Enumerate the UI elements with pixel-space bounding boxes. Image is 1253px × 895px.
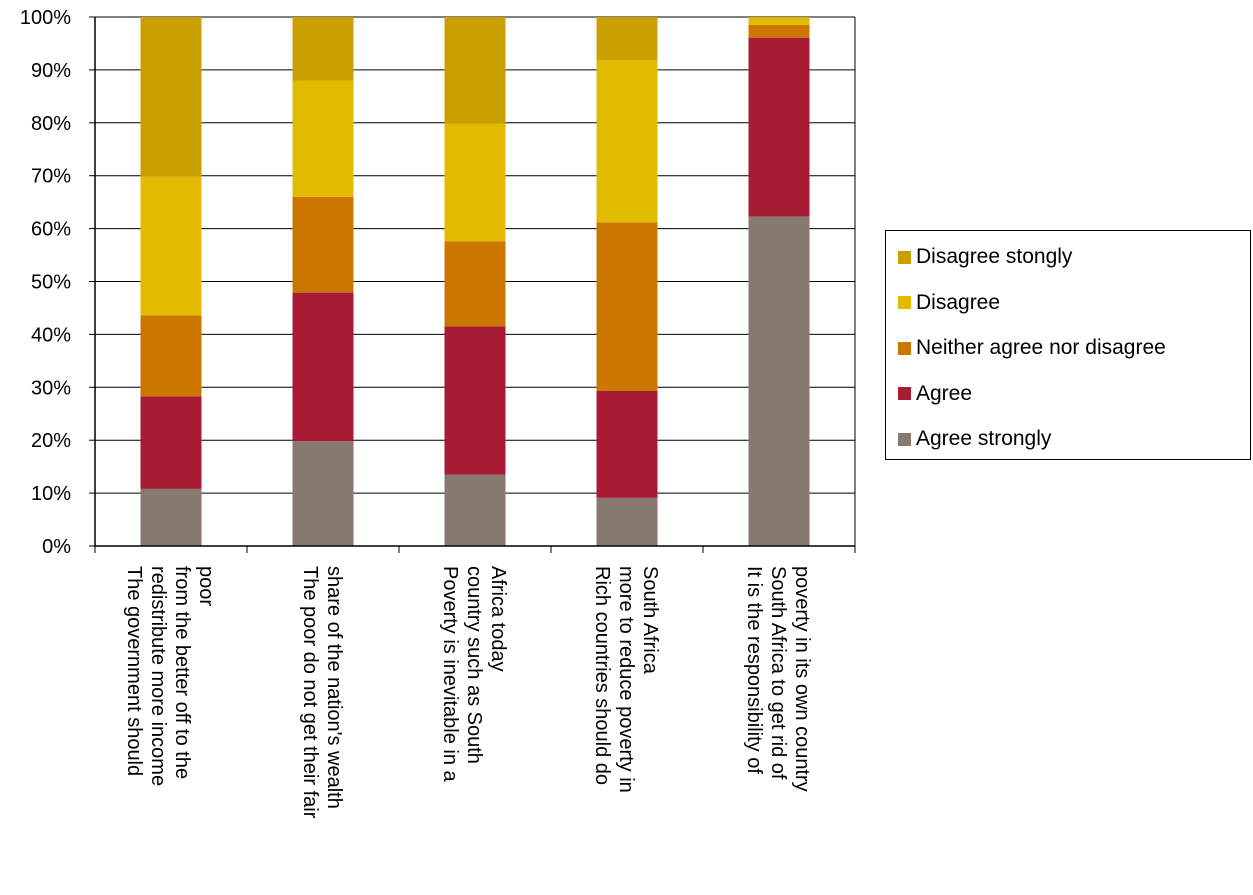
x-category-label: The poor do not get their fair share of t… [299, 566, 345, 819]
x-category-label-line: poverty in its own country [791, 566, 813, 792]
y-tick-label: 30% [31, 377, 71, 399]
legend-swatch [898, 387, 911, 400]
bar-segment [444, 326, 506, 475]
legend-swatch [898, 296, 911, 309]
bars [140, 17, 810, 547]
x-category-label-line: more to reduce poverty in [615, 566, 637, 793]
legend-label: Disagree [916, 290, 1001, 314]
legend-swatch [898, 250, 911, 264]
x-category-label: It is the responsibility of South Africa … [743, 566, 813, 792]
bar-segment [596, 17, 658, 61]
legend-label: Disagree stongly [916, 245, 1073, 268]
bar-segment [292, 196, 354, 293]
bar-segment [748, 17, 810, 18]
x-category-label-line: South Africa [639, 566, 661, 675]
bar-segment [140, 176, 202, 316]
y-tick-label: 40% [31, 324, 71, 346]
y-tick-label: 100% [20, 7, 71, 29]
y-tick-label: 20% [31, 430, 71, 452]
bar-segment [292, 80, 354, 197]
bar-segment [444, 123, 506, 242]
bar-segment [140, 17, 202, 177]
bar-segment [748, 216, 810, 547]
legend-label: Agree strongly [916, 427, 1052, 450]
legend-swatch [898, 432, 911, 446]
bar-segment [140, 396, 202, 489]
bar-segment [140, 488, 202, 546]
legend-item: Agree [898, 380, 972, 408]
bar-segment [444, 241, 506, 327]
bar-segment [748, 37, 810, 217]
bar-segment [292, 292, 354, 442]
x-category-label-line: It is the responsibility of [743, 566, 765, 774]
legend-item: Disagree stongly [898, 243, 1072, 271]
bar-segment [748, 24, 810, 38]
x-category-label: Poverty is inevitable in a country such a… [439, 566, 509, 783]
x-axis-category-labels: The government should redistribute more i… [123, 566, 813, 819]
x-category-label-line: The government should [123, 566, 145, 776]
bar-segment [292, 17, 354, 81]
axes [89, 16, 856, 553]
x-category-label-line: Rich countries should do [591, 566, 613, 785]
bar-segment [444, 474, 506, 546]
x-category-label-line: Poverty is inevitable in a [439, 566, 461, 783]
x-category-label-line: South Africa to get rid of [767, 566, 789, 780]
y-tick-label: 0% [42, 536, 71, 558]
bar-segment [596, 222, 658, 392]
x-category-label: The government should redistribute more i… [123, 566, 217, 786]
legend-label: Neither agree nor disagree [916, 336, 1166, 359]
y-tick-label: 80% [31, 113, 71, 135]
x-category-label-line: share of the nation's wealth [323, 566, 345, 809]
bar-segment [596, 60, 658, 223]
x-category-label-line: Africa today [487, 566, 509, 672]
bar-segment [596, 497, 658, 546]
y-tick-label: 10% [31, 483, 71, 505]
legend-item: Disagree [898, 289, 1000, 317]
legend-item: Agree strongly [898, 425, 1051, 453]
x-category-label-line: The poor do not get their fair [299, 566, 321, 819]
y-tick-label: 90% [31, 60, 71, 82]
chart-legend: Disagree stongly Disagree Neither agree no… [885, 230, 1251, 460]
bar-segment [292, 441, 354, 546]
legend-swatch [898, 341, 911, 355]
legend-item: Neither agree nor disagree [898, 334, 1166, 362]
y-tick-label: 70% [31, 166, 71, 188]
x-category-label-line: redistribute more income [147, 566, 169, 786]
bar-segment [444, 17, 506, 124]
y-axis-tick-labels: 0% 10% 20% 30% 40% 50% 60% 70% 80% 90% 100% [20, 7, 71, 558]
x-category-label-line: from the better off to the [171, 566, 193, 779]
bar-segment [596, 391, 658, 498]
bar-segment [748, 17, 810, 25]
x-category-label-line: poor [195, 566, 217, 606]
y-tick-label: 50% [31, 272, 71, 294]
legend-label: Agree [916, 381, 973, 405]
x-category-label-line: country such as South [463, 566, 485, 764]
y-tick-label: 60% [31, 219, 71, 241]
bar-segment [140, 315, 202, 397]
x-category-label: Rich countries should do more to reduce p… [591, 566, 661, 793]
